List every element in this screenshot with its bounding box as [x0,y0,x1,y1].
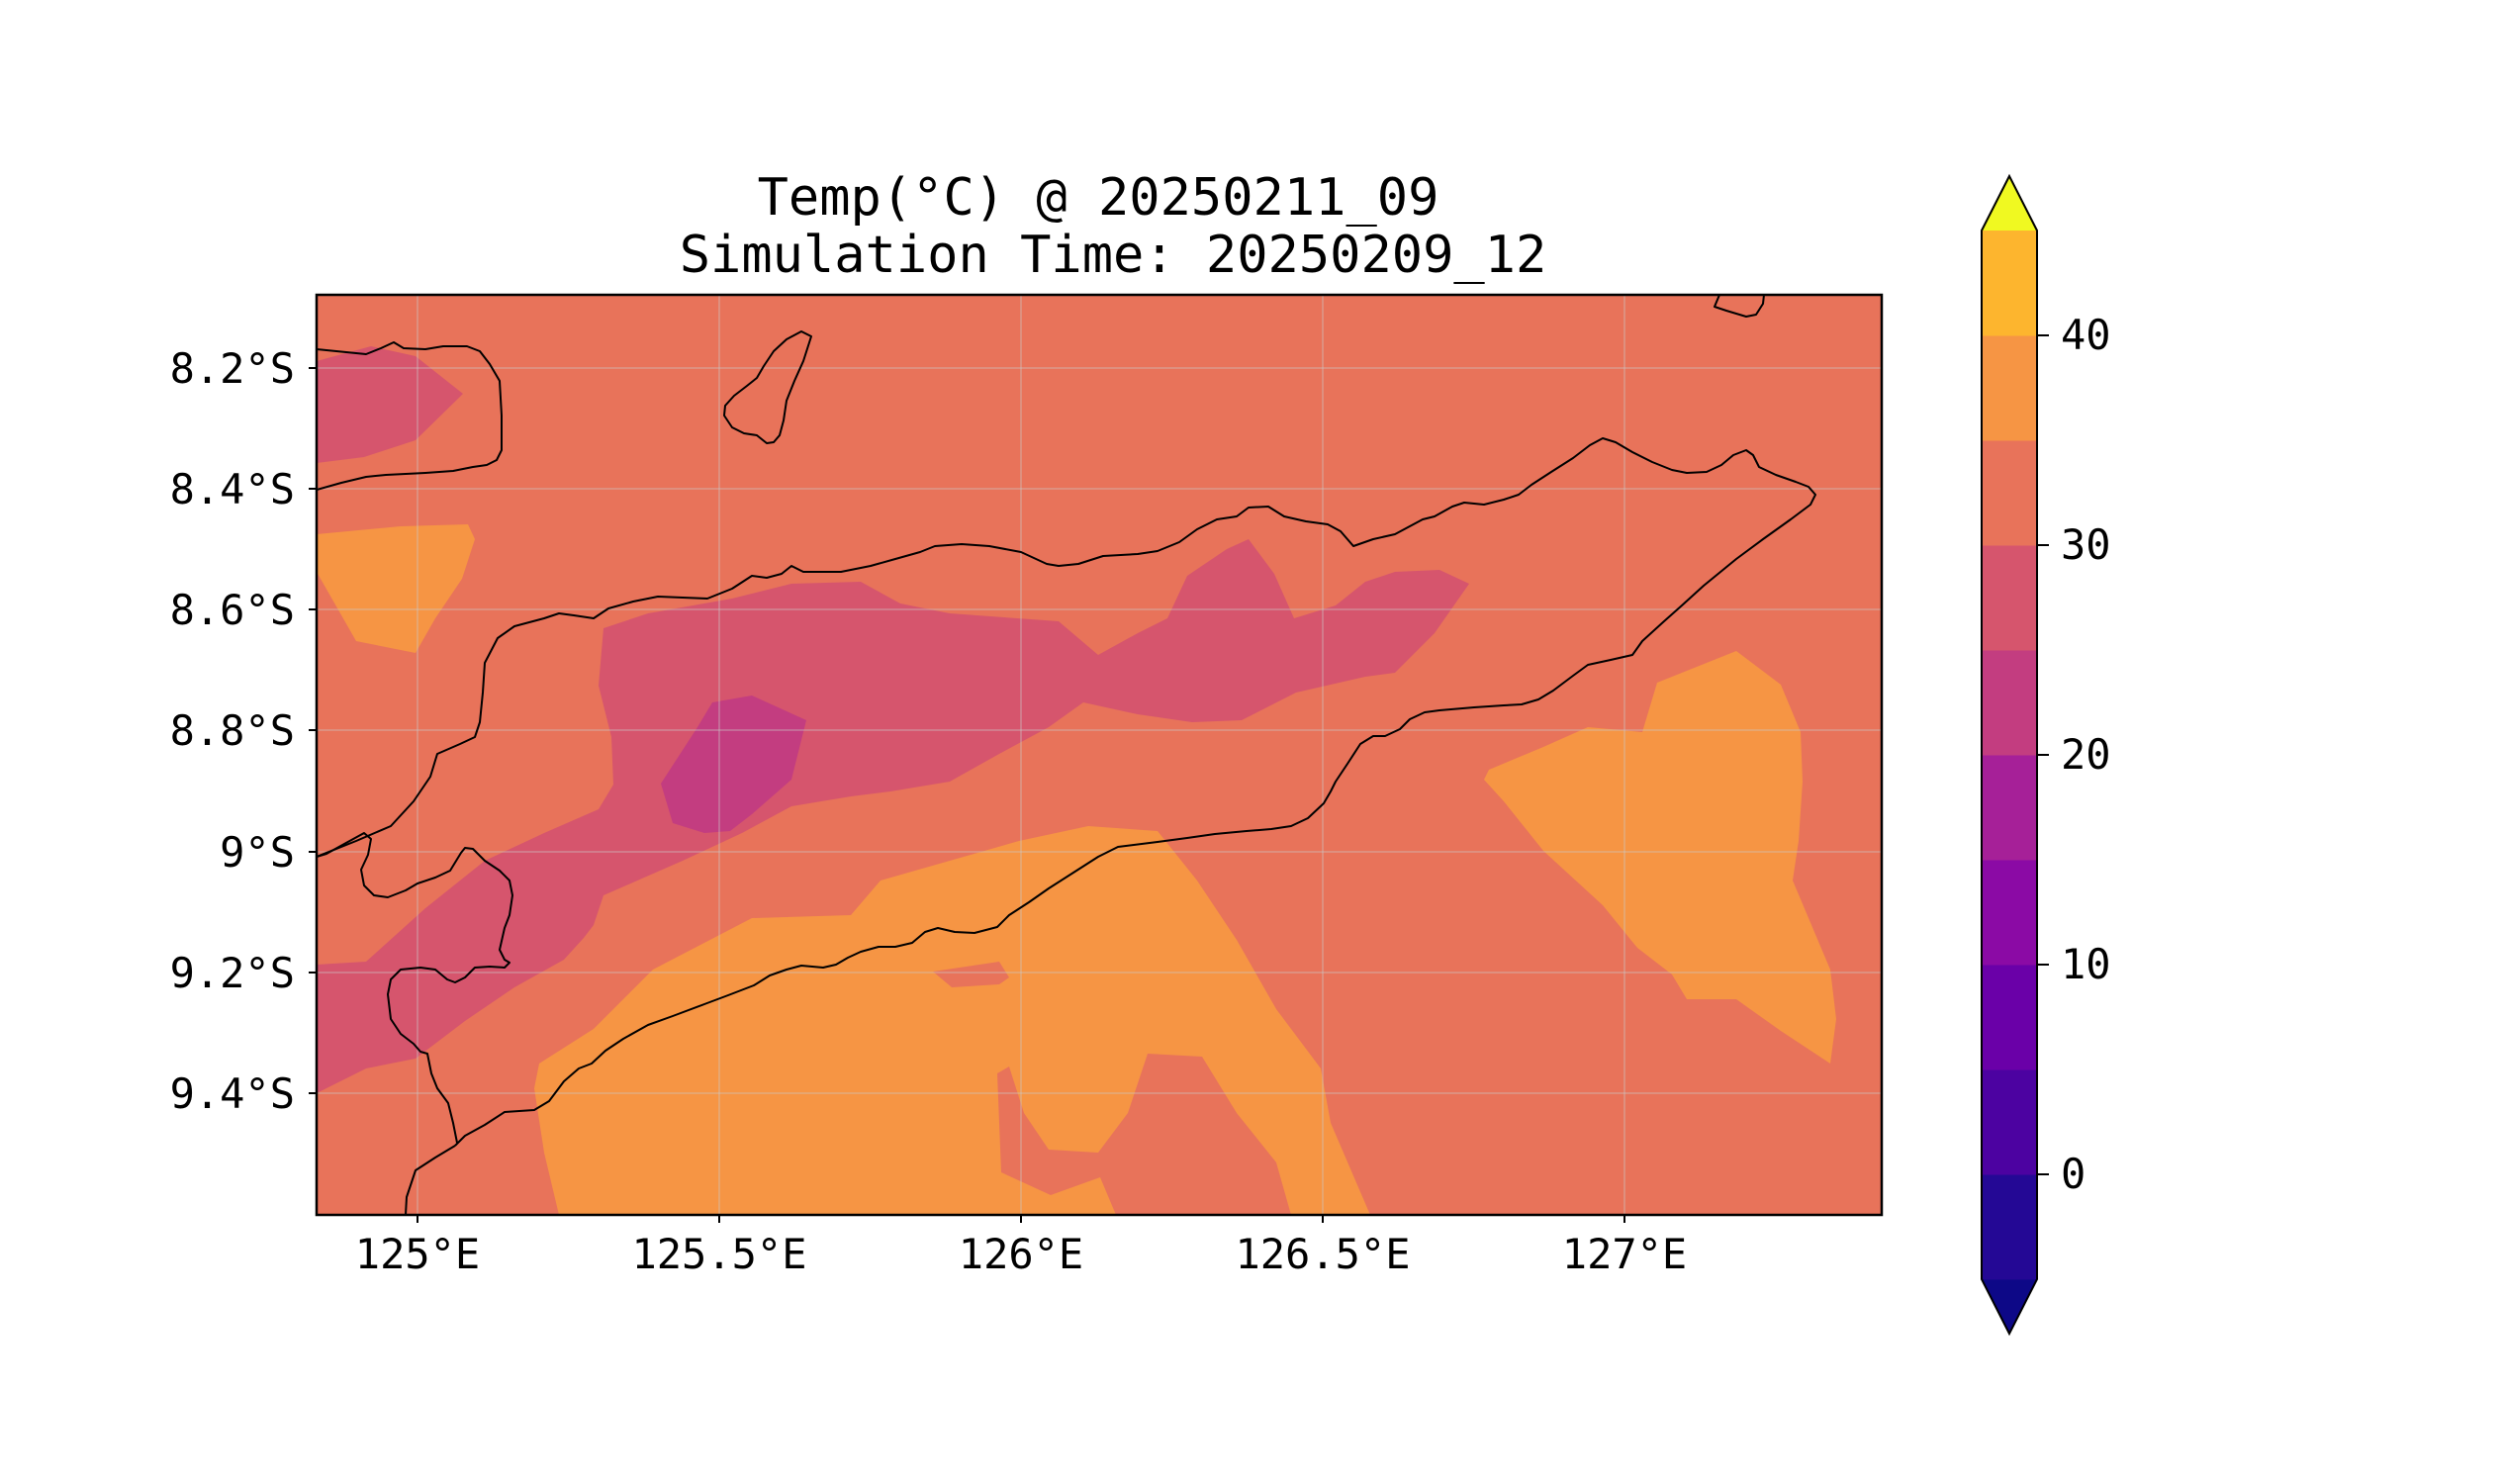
x-tick-label: 126°E [959,1230,1083,1278]
y-axis [309,367,317,1094]
coastline-island-north [317,341,503,491]
field-band-30-35 [317,524,475,653]
colorbar-tick-label: 0 [2061,1150,2086,1198]
y-tick-label: 9.2°S [170,949,295,997]
colorbar-segment [1982,231,2037,336]
coastline-timor-south [405,1145,456,1215]
colorbar-segment [1982,545,2037,651]
colorbar-tick-label: 40 [2061,311,2111,359]
colorbar-extend-min [1982,1279,2037,1334]
x-tick-label: 125°E [355,1230,480,1278]
coastline-timor-north [317,437,1816,1147]
field-band-20-25 [317,539,1469,1093]
colorbar-segment [1982,755,2037,861]
colorbar [1981,173,2038,1337]
coastline-west-peninsula [317,832,513,1144]
field-band-15-20 [661,696,806,833]
colorbar-extend-max [1982,176,2037,231]
colorbar-segment [1982,440,2037,546]
coastline-atauro-island [723,330,812,444]
colorbar-tick-label: 20 [2061,730,2111,779]
x-axis [417,1215,1625,1223]
y-tick-label: 8.2°S [170,344,295,393]
colorbar-outline [1981,173,2038,1337]
map-title: Temp(°C) @ 20250211_09 [758,168,1439,228]
map-subtitle: Simulation Time: 20250209_12 [680,226,1547,285]
field-band-30-35 [1484,651,1836,1064]
colorbar-segment [1982,1069,2037,1175]
coastline-northeast-islet [1714,295,1765,318]
map-frame [315,293,1884,1217]
colorbar-segment [1982,1174,2037,1280]
coastlines [317,295,1816,1215]
x-tick-label: 127°E [1562,1230,1687,1278]
colorbar-tick-label: 10 [2061,940,2111,988]
gridlines [317,295,1882,1215]
y-tick-label: 8.8°S [170,706,295,755]
colorbar-segment [1982,860,2037,966]
y-tick-label: 9°S [220,828,295,877]
x-tick-label: 126.5°E [1235,1230,1410,1278]
field-band-25-30-pocket [933,962,1009,987]
y-tick-label: 8.6°S [170,586,295,634]
colorbar-segment [1982,650,2037,756]
colorbar-segment [1982,965,2037,1070]
field-band-30-35 [534,826,1370,1215]
field-band-20-25 [317,346,463,463]
map-plot-area [317,295,1882,1215]
colorbar-labels: 0 10 20 30 40 [2037,311,2111,1198]
colorbar-tick-label: 30 [2061,520,2111,569]
y-tick-label: 8.4°S [170,465,295,513]
y-tick-label: 9.4°S [170,1069,295,1118]
colorbar-segment [1982,335,2037,441]
x-tick-label: 125.5°E [631,1230,806,1278]
